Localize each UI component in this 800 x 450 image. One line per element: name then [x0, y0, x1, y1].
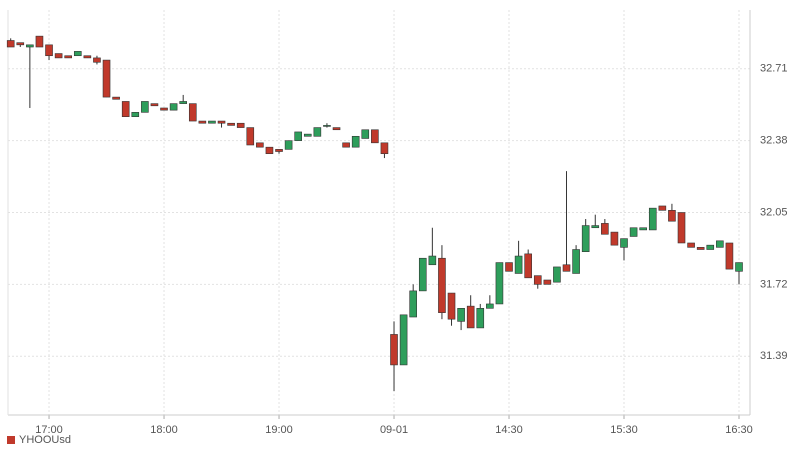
candle-body	[668, 210, 676, 222]
candle-body	[256, 142, 264, 148]
candle-body	[629, 227, 638, 237]
candle-body	[725, 242, 734, 270]
candle-body	[198, 120, 207, 124]
x-tick-label: 09-01	[380, 424, 408, 436]
candle-body	[160, 107, 168, 111]
candle-body	[524, 253, 532, 279]
candle-body	[495, 262, 504, 305]
candle-body	[150, 103, 159, 107]
candle-body	[323, 125, 331, 127]
candle-body	[409, 290, 417, 318]
candle-body	[610, 231, 619, 246]
candle-body	[246, 127, 255, 146]
candle-body	[371, 129, 379, 144]
candle-body	[54, 53, 63, 59]
candle-body	[303, 133, 312, 137]
candle-body	[486, 303, 494, 309]
candle-body	[735, 262, 743, 272]
candle-body	[227, 122, 235, 126]
x-tick-label: 14:30	[495, 424, 523, 436]
candle-body	[294, 131, 302, 141]
candle-body	[26, 44, 34, 48]
candle-body	[696, 247, 705, 250]
candle-body	[169, 103, 178, 111]
candle-body	[236, 122, 245, 128]
x-tick-label: 15:30	[610, 424, 638, 436]
candle-body	[438, 257, 446, 313]
candle-body	[514, 255, 523, 274]
candle-body	[208, 120, 216, 124]
candle-body	[466, 305, 475, 329]
x-tick-label: 16:30	[725, 424, 753, 436]
candle-body	[399, 314, 408, 366]
y-tick-label: 32.71	[760, 63, 788, 75]
candle-body	[64, 55, 72, 59]
candle-body	[706, 244, 715, 250]
candle-body	[543, 279, 552, 285]
candle-body	[562, 264, 571, 272]
y-tick-label: 32.38	[760, 135, 788, 147]
candle-body	[83, 55, 92, 59]
candle-body	[275, 149, 283, 152]
candle-body	[217, 120, 226, 124]
candle-body	[505, 262, 513, 272]
candle-body	[45, 44, 53, 57]
candle-body	[188, 103, 197, 122]
candle-body	[658, 205, 667, 211]
candle-body	[581, 225, 590, 252]
candle-body	[553, 266, 561, 283]
legend-label: YHOOUsd	[19, 434, 71, 446]
candle-body	[533, 275, 542, 285]
candle-body	[601, 223, 609, 235]
y-tick-label: 31.39	[760, 350, 788, 362]
candle-body	[332, 127, 341, 131]
candle-body	[102, 59, 111, 98]
legend-swatch	[7, 436, 15, 444]
candle-body	[313, 127, 322, 137]
candle-body	[179, 101, 187, 104]
candle-body	[16, 42, 25, 46]
candle-body	[677, 212, 686, 244]
candle-body	[141, 101, 149, 113]
candle-body	[112, 96, 120, 100]
candle-body	[716, 240, 724, 248]
y-tick-label: 31.72	[760, 278, 788, 290]
candle-body	[447, 292, 456, 320]
candle-body	[265, 146, 274, 155]
candle-body	[6, 40, 15, 48]
candle-body	[648, 207, 657, 231]
candle-body	[620, 238, 628, 248]
candle-body	[35, 35, 44, 48]
candle-body	[418, 257, 427, 292]
candle-body	[342, 142, 350, 148]
candle-body	[351, 135, 360, 148]
candle-body	[73, 51, 82, 57]
candle-body	[390, 334, 398, 366]
candle-body	[361, 129, 370, 139]
candle-body	[476, 308, 485, 329]
candle-body	[639, 227, 647, 231]
candle-body	[428, 255, 437, 266]
candle-body	[131, 112, 140, 117]
candle-body	[457, 308, 465, 322]
y-tick-label: 32.05	[760, 206, 788, 218]
candle-body	[687, 242, 695, 248]
candle-body	[284, 140, 293, 150]
x-tick-label: 19:00	[265, 424, 293, 436]
candle-body	[93, 57, 101, 63]
x-tick-label: 18:00	[150, 424, 178, 436]
x-tick-label: 17:00	[35, 424, 63, 436]
candle-body	[121, 101, 130, 117]
candle-body	[572, 249, 580, 274]
candle-body	[591, 225, 600, 229]
candle-body	[380, 142, 389, 155]
